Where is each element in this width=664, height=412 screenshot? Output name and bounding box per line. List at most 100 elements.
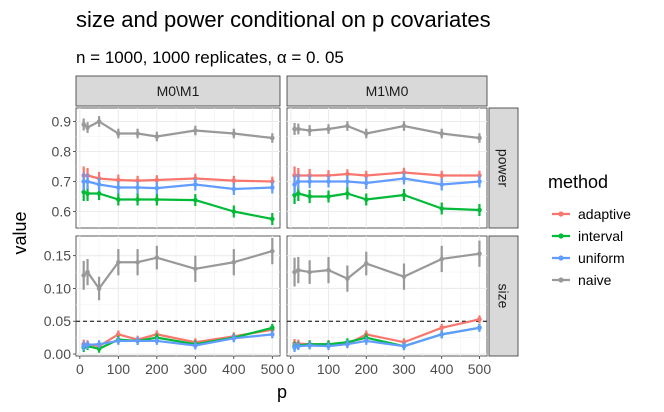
x-tick-label: 0 bbox=[287, 361, 295, 377]
data-point bbox=[193, 343, 198, 348]
legend-title: method bbox=[548, 172, 608, 192]
facet-panels: M0\M1 M1\M0powersize0.60.70.80.90.000.050… bbox=[44, 75, 519, 377]
chart-title: size and power conditional on p covariat… bbox=[76, 7, 491, 32]
legend-key-point bbox=[558, 255, 564, 261]
data-point bbox=[363, 180, 369, 186]
row-strip-power: power bbox=[488, 107, 519, 229]
data-point bbox=[477, 179, 482, 184]
y-tick-label: 0.8 bbox=[52, 144, 72, 160]
panel-power-m1-m0 bbox=[286, 107, 488, 229]
data-point bbox=[345, 191, 350, 196]
data-point bbox=[363, 197, 369, 202]
x-axis-title: p bbox=[277, 382, 287, 402]
data-point bbox=[326, 126, 331, 132]
data-point bbox=[231, 178, 237, 183]
x-tick-label: 300 bbox=[184, 361, 208, 377]
data-point bbox=[270, 185, 275, 190]
data-point bbox=[326, 194, 331, 199]
series-interval bbox=[292, 186, 482, 216]
data-point bbox=[154, 185, 160, 191]
series-naive bbox=[292, 240, 482, 292]
x-tick-label: 200 bbox=[145, 361, 169, 377]
y-tick-label: 0.6 bbox=[52, 204, 72, 220]
series-naive bbox=[81, 237, 275, 301]
data-point bbox=[439, 206, 445, 211]
data-point bbox=[81, 179, 86, 184]
data-point bbox=[439, 131, 445, 136]
x-tick-label: 300 bbox=[392, 361, 416, 377]
data-point bbox=[401, 274, 407, 279]
strip-background bbox=[488, 107, 519, 229]
data-point bbox=[96, 346, 102, 352]
data-point bbox=[363, 173, 369, 178]
data-point bbox=[154, 338, 160, 344]
data-point bbox=[326, 179, 331, 184]
x-tick-label: 400 bbox=[222, 361, 246, 377]
legend-label: interval bbox=[578, 228, 623, 244]
series-naive bbox=[292, 121, 482, 143]
x-tick-label: 0 bbox=[76, 361, 84, 377]
data-point bbox=[116, 197, 121, 202]
data-point bbox=[401, 123, 407, 129]
legend-key-point bbox=[558, 233, 564, 239]
data-point bbox=[96, 191, 102, 196]
y-tick-label: 0.15 bbox=[44, 248, 71, 264]
data-point bbox=[231, 209, 237, 214]
panel-size-m1-m0: 0 100 200 300 400 500 bbox=[286, 235, 492, 377]
data-point bbox=[85, 179, 90, 184]
data-point bbox=[345, 171, 350, 177]
data-point bbox=[401, 343, 407, 349]
data-point bbox=[477, 316, 482, 322]
data-point bbox=[116, 332, 121, 337]
legend-entry-uniform: uniform bbox=[552, 250, 625, 266]
panel-background bbox=[286, 107, 488, 229]
series-uniform bbox=[81, 330, 275, 351]
data-point bbox=[81, 122, 86, 127]
data-point bbox=[439, 173, 445, 178]
data-point bbox=[81, 343, 86, 349]
panel-power-m0-m1: 0.6 0.7 0.8 0.9 bbox=[52, 107, 281, 229]
data-point bbox=[439, 182, 445, 187]
data-point bbox=[96, 119, 102, 124]
x-tick-label: 400 bbox=[430, 361, 454, 377]
row-strip-label: power bbox=[496, 149, 512, 187]
data-point bbox=[270, 216, 275, 222]
data-point bbox=[135, 338, 140, 344]
data-point bbox=[193, 182, 198, 187]
strip-background bbox=[286, 75, 488, 107]
x-tick-label: 200 bbox=[355, 361, 379, 377]
legend-label: uniform bbox=[578, 250, 625, 266]
data-point bbox=[292, 182, 297, 187]
x-tick-label: 100 bbox=[317, 361, 341, 377]
data-point bbox=[292, 269, 297, 275]
chart-subtitle: n = 1000, 1000 replicates, α = 0. 05 bbox=[76, 48, 344, 67]
y-tick-label: 0.7 bbox=[52, 174, 72, 190]
data-point bbox=[96, 182, 102, 187]
data-point bbox=[439, 332, 445, 337]
data-point bbox=[154, 255, 160, 260]
x-tick-label: 100 bbox=[107, 361, 131, 377]
data-point bbox=[135, 197, 140, 202]
data-point bbox=[135, 131, 140, 136]
data-point bbox=[96, 341, 102, 347]
data-point bbox=[296, 267, 301, 273]
column-strip-label: M0\M1 bbox=[157, 83, 200, 99]
x-tick-label: 500 bbox=[468, 361, 492, 377]
row-strip-size: size bbox=[488, 235, 519, 357]
legend-label: naive bbox=[578, 272, 612, 288]
legend-entry-interval: interval bbox=[552, 228, 623, 244]
data-point bbox=[231, 335, 237, 341]
data-point bbox=[292, 192, 297, 198]
data-point bbox=[81, 273, 86, 278]
y-tick-label: 0.05 bbox=[44, 313, 71, 329]
data-point bbox=[231, 259, 237, 265]
panel-size-m0-m1: 0.00 0.05 0.10 0.15 0 100 200 300 400 500 bbox=[44, 235, 284, 377]
data-point bbox=[363, 131, 369, 136]
series-interval bbox=[81, 183, 275, 225]
column-strip-m1-m0: M1\M0 bbox=[286, 75, 488, 107]
data-point bbox=[292, 345, 297, 350]
data-point bbox=[401, 176, 407, 181]
data-point bbox=[135, 185, 140, 190]
data-point bbox=[307, 128, 312, 133]
